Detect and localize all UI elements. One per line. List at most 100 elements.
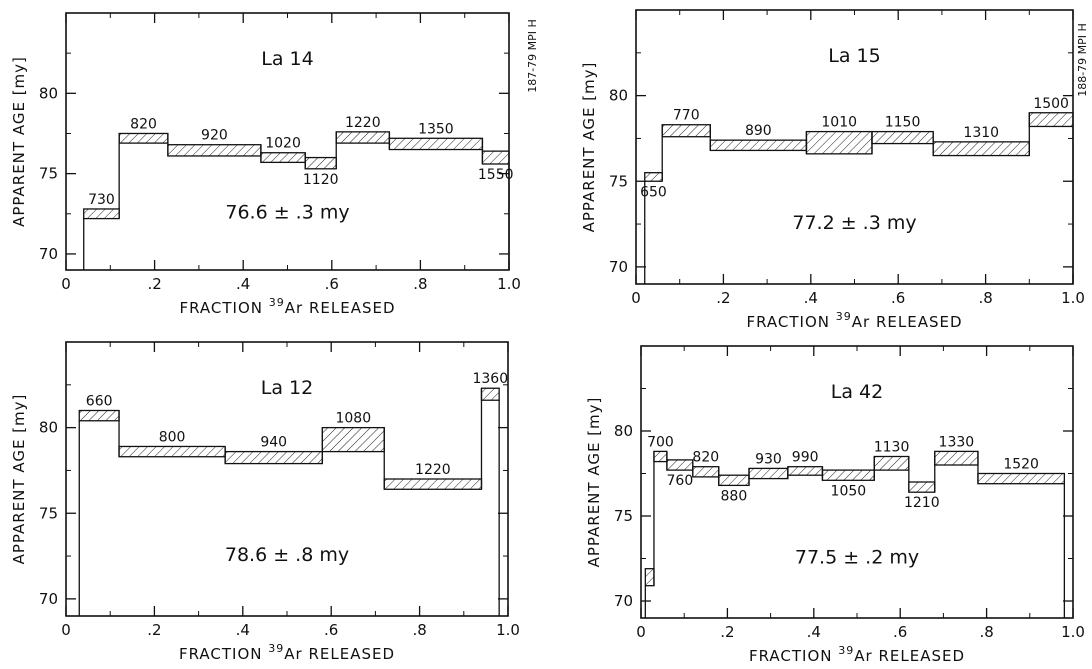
x-tick-label: 0 bbox=[61, 275, 71, 293]
step-box bbox=[821, 469, 875, 481]
step-temperature-label: 1500 bbox=[1033, 96, 1069, 112]
plateau-age-label: 78.6 ± .8 my bbox=[225, 544, 349, 566]
y-tick-label: 70 bbox=[39, 590, 58, 608]
step-box bbox=[118, 132, 169, 144]
x-tick-label: .4 bbox=[236, 275, 250, 293]
step-temperature-label: 1310 bbox=[963, 125, 999, 141]
step-box bbox=[78, 409, 120, 422]
x-tick-label: 1.0 bbox=[496, 621, 520, 639]
x-axis-label: FRACTION 39Ar RELEASED bbox=[179, 642, 395, 663]
x-tick-label: .8 bbox=[412, 621, 426, 639]
step-box bbox=[644, 568, 655, 587]
step-box bbox=[260, 152, 306, 164]
step-temperature-label: 650 bbox=[640, 184, 667, 200]
step-temperature-label: 800 bbox=[159, 429, 186, 445]
step-temperature-label: 730 bbox=[88, 192, 115, 208]
step-box bbox=[335, 131, 391, 144]
step-temperature-label: 1520 bbox=[1003, 457, 1039, 473]
panel-title: La 15 bbox=[828, 45, 880, 67]
step-box bbox=[167, 144, 262, 157]
x-tick-label: .8 bbox=[979, 623, 993, 641]
x-tick-label: 0 bbox=[631, 289, 641, 307]
x-tick-label: .6 bbox=[891, 289, 905, 307]
panel-title: La 12 bbox=[261, 377, 313, 399]
step-box bbox=[805, 130, 873, 155]
step-temperature-label: 940 bbox=[260, 435, 287, 451]
step-box bbox=[787, 466, 824, 476]
step-box bbox=[661, 124, 711, 138]
step-temperature-label: 1210 bbox=[904, 495, 940, 511]
step-temperature-label: 660 bbox=[86, 394, 113, 410]
step-box bbox=[383, 478, 483, 490]
step-temperature-label: 1220 bbox=[415, 462, 451, 478]
step-box bbox=[224, 450, 324, 465]
panel-title: La 14 bbox=[261, 48, 313, 70]
plateau-age-label: 77.2 ± .3 my bbox=[792, 212, 916, 234]
plateau-age-label: 77.5 ± .2 my bbox=[795, 547, 919, 569]
panel-title: La 42 bbox=[831, 381, 883, 403]
step-box bbox=[977, 472, 1066, 485]
step-temperature-label: 700 bbox=[647, 434, 674, 450]
step-temperature-label: 1020 bbox=[265, 136, 301, 152]
plateau-age-label: 76.6 ± .3 my bbox=[225, 202, 349, 224]
x-tick-label: .2 bbox=[716, 289, 730, 307]
step-temperature-label: 1350 bbox=[418, 121, 454, 137]
y-tick-label: 75 bbox=[39, 165, 58, 183]
x-tick-label: .4 bbox=[807, 623, 821, 641]
step-temperature-label: 990 bbox=[792, 450, 819, 466]
y-tick-label: 80 bbox=[609, 87, 628, 105]
step-box bbox=[718, 474, 750, 487]
step-box bbox=[1028, 112, 1074, 128]
x-tick-label: .6 bbox=[325, 275, 339, 293]
y-tick-label: 75 bbox=[39, 504, 58, 522]
stamp-left: 187-79 MPI H bbox=[526, 19, 539, 93]
step-temperature-label: 1220 bbox=[345, 115, 381, 131]
y-tick-label: 80 bbox=[39, 84, 58, 102]
step-temperature-label: 1080 bbox=[335, 411, 371, 427]
step-temperature-label: 820 bbox=[692, 450, 719, 466]
step-box bbox=[388, 137, 484, 151]
y-tick-label: 70 bbox=[614, 592, 633, 610]
step-temperature-label: 920 bbox=[201, 128, 228, 144]
step-temperature-label: 770 bbox=[673, 108, 700, 124]
step-box bbox=[709, 139, 808, 152]
y-axis-label: APPARENT AGE [my] bbox=[10, 56, 28, 227]
y-tick-label: 75 bbox=[614, 507, 633, 525]
step-temperature-label: 930 bbox=[755, 451, 782, 467]
step-temperature-label: 1150 bbox=[885, 115, 921, 131]
x-axis-label: FRACTION 39Ar RELEASED bbox=[749, 644, 965, 665]
step-box bbox=[934, 450, 979, 466]
x-tick-label: .4 bbox=[236, 621, 250, 639]
x-axis-label: FRACTION 39Ar RELEASED bbox=[746, 310, 962, 331]
panel-3: 0 .2 .4 .6 .8 1.0 70 75 80 FRACTION 39Ar RELEASED… bbox=[585, 345, 1085, 665]
panel-1: 0 .2 .4 .6 .8 1.0 70 75 80 FRACTION 39Ar RELEASED… bbox=[580, 9, 1085, 331]
chart-panels: 0 .2 .4 .6 .8 1.0 70 75 80 FRACTION 39Ar RELEASED… bbox=[10, 9, 1085, 665]
step-temperature-label: 1050 bbox=[831, 483, 867, 499]
step-box bbox=[83, 208, 120, 220]
x-tick-label: .6 bbox=[893, 623, 907, 641]
step-box bbox=[748, 467, 789, 480]
step-temperature-label: 1130 bbox=[874, 440, 910, 456]
stamp-right: 188-79 MPI H bbox=[1076, 23, 1089, 97]
step-temperature-label: 820 bbox=[130, 116, 157, 132]
x-tick-label: .2 bbox=[147, 621, 161, 639]
step-box bbox=[118, 445, 226, 458]
step-box bbox=[481, 150, 510, 165]
step-temperature-label: 1330 bbox=[939, 434, 975, 450]
step-box bbox=[653, 450, 668, 463]
x-tick-label: 1.0 bbox=[1061, 289, 1085, 307]
step-box bbox=[871, 130, 934, 145]
step-box bbox=[666, 459, 694, 471]
x-axis-label: FRACTION 39Ar RELEASED bbox=[179, 296, 395, 317]
x-tick-label: .2 bbox=[147, 275, 161, 293]
y-tick-label: 70 bbox=[609, 258, 628, 276]
x-tick-label: 1.0 bbox=[497, 275, 521, 293]
x-tick-label: 1.0 bbox=[1061, 623, 1085, 641]
panel-2: 0 .2 .4 .6 .8 1.0 70 75 80 FRACTION 39Ar RELEASED… bbox=[10, 341, 520, 663]
step-temperature-label: 890 bbox=[745, 123, 772, 139]
y-axis-label: APPARENT AGE [my] bbox=[10, 394, 28, 565]
step-temperature-label: 1360 bbox=[472, 371, 508, 387]
step-temperature-label: 1120 bbox=[303, 172, 339, 188]
y-tick-label: 70 bbox=[39, 245, 58, 263]
